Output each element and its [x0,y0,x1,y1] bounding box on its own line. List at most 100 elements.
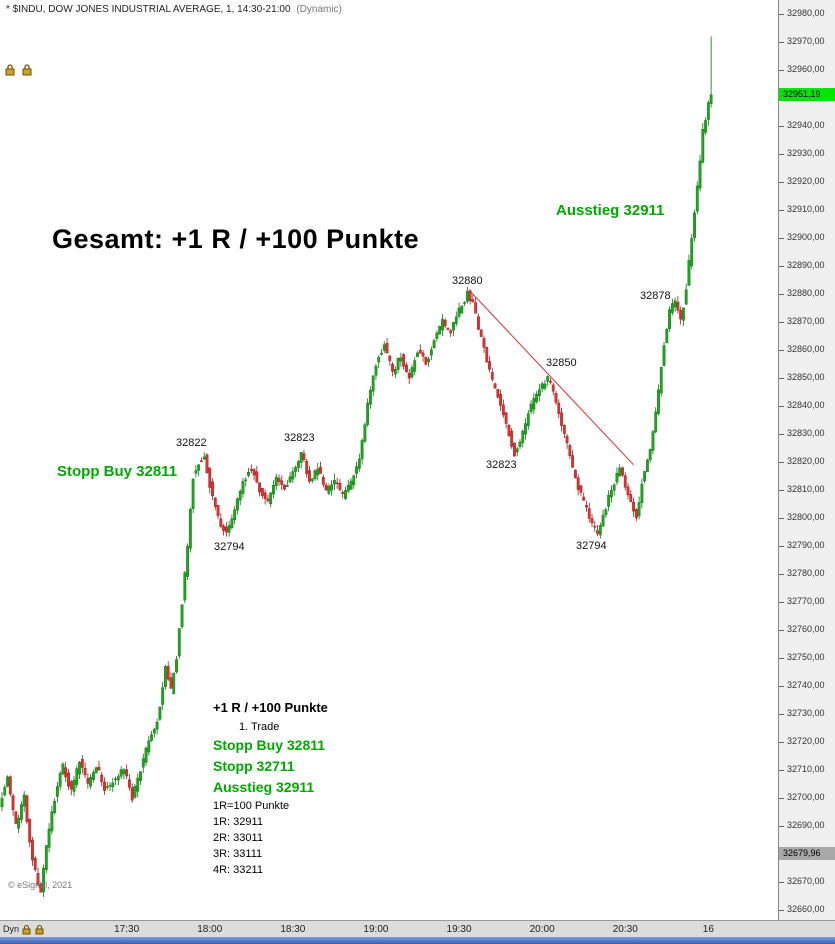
time-tick-label: 20:30 [612,924,638,935]
trade-plan-line: 3R: 33111 [213,848,263,860]
price-tick [779,461,784,463]
annotation-price-label: 32878 [640,290,671,302]
price-tick-label: 32710,00 [787,764,825,774]
price-tick [779,377,784,379]
price-tick-label: 32910,00 [787,204,825,214]
price-tick [779,321,784,323]
price-tick [779,517,784,519]
price-tick-label: 32700,00 [787,792,825,802]
trade-plan-line: 1. Trade [239,721,280,733]
price-tick-label: 32810,00 [787,484,825,494]
price-tick [779,713,784,715]
price-tick [779,909,784,911]
price-tick-label: 32930,00 [787,148,825,158]
price-tick-label: 32870,00 [787,316,825,326]
time-tick-label: 19:30 [446,924,472,935]
price-tick-label: 32800,00 [787,512,825,522]
price-tick-label: 32840,00 [787,400,825,410]
price-tick [779,405,784,407]
price-tick [779,181,784,183]
trade-plan-annotation: +1 R / +100 Punkte 1. Trade Stopp Buy 3281… [213,700,328,880]
price-tick [779,41,784,43]
time-tick-label: 20:00 [529,924,555,935]
trade-plan-line: +1 R / +100 Punkte [213,700,328,715]
trade-plan-line: Ausstieg 32911 [213,779,315,795]
price-tick [779,601,784,603]
dyn-label: Dyn [3,924,20,934]
price-tick [779,769,784,771]
annotation-price-label: 32794 [576,540,607,552]
lock-icon[interactable] [35,924,45,935]
annotation-price-label: 32880 [452,275,483,287]
price-tick-label: 32890,00 [787,260,825,270]
price-tick-label: 32920,00 [787,176,825,186]
annotation-headline: Gesamt: +1 R / +100 Punkte [52,224,420,254]
trade-plan-line: 2R: 33011 [213,832,263,844]
trade-plan-line: 1R: 32911 [213,816,263,828]
annotation-price-label: 32794 [214,541,245,553]
price-tick-label: 32690,00 [787,820,825,830]
price-tick [779,265,784,267]
annotation-price-label: 32823 [486,459,517,471]
trade-plan-line: 4R: 33211 [213,864,263,876]
annotation-green-large: Stopp Buy 32811 [57,463,178,480]
price-tick-label: 32960,00 [787,64,825,74]
price-tick-label: 32670,00 [787,876,825,886]
price-tick [779,741,784,743]
price-tick-label: 32830,00 [787,428,825,438]
price-tick [779,881,784,883]
price-tick-label: 32790,00 [787,540,825,550]
price-tick-label: 32970,00 [787,36,825,46]
chart-plot-area[interactable]: * $INDU, DOW JONES INDUSTRIAL AVERAGE, 1… [0,0,778,920]
price-tick [779,293,784,295]
annotation-price-label: 32850 [546,357,577,369]
time-tick-label: 16 [702,924,714,935]
price-tick [779,209,784,211]
trendline [469,290,634,466]
annotation-price-label: 32823 [284,432,315,444]
time-tick-label: 18:00 [197,924,223,935]
price-tick [779,69,784,71]
annotation-green-large: Ausstieg 32911 [556,202,665,219]
horizontal-scrollbar[interactable] [0,937,835,944]
candlestick-chart [0,36,713,898]
toolbar-locks [3,62,34,77]
price-tick-label: 32730,00 [787,708,825,718]
price-tick [779,685,784,687]
time-axis[interactable]: Dyn 17:30 18:00 18:30 19:00 19:30 20:00 20:30 1… [0,920,835,937]
chart-title-text: * $INDU, DOW JONES INDUSTRIAL AVERAGE, 1… [6,4,291,15]
copyright: © eSignal, 2021 [8,880,73,890]
annotation-price-label: 32822 [176,437,207,449]
time-tick-label: 17:30 [114,924,140,935]
lock-icon[interactable] [20,62,34,77]
price-tick-label: 32980,00 [787,8,825,18]
dynamic-template-control[interactable]: Dyn [3,922,45,937]
time-tick-label: 18:30 [280,924,306,935]
price-tick [779,797,784,799]
price-tick [779,237,784,239]
chart-title-suffix: (Dynamic) [296,4,342,15]
price-tick-label: 32720,00 [787,736,825,746]
price-axis[interactable]: 32980,0032970,0032960,0032950,0032940,00… [778,0,835,920]
price-tick [779,433,784,435]
price-tick [779,153,784,155]
price-tick [779,657,784,659]
price-tick-label: 32750,00 [787,652,825,662]
price-tick [779,825,784,827]
trade-plan-line: 1R=100 Punkte [213,800,290,812]
price-tick [779,573,784,575]
price-tick [779,125,784,127]
price-tick [779,13,784,15]
price-tick-label: 32780,00 [787,568,825,578]
time-tick-label: 19:00 [363,924,389,935]
price-tick [779,489,784,491]
reference-price-tag: 32679,96 [779,847,835,861]
price-tick [779,545,784,547]
lock-icon[interactable] [22,924,32,935]
lock-icon[interactable] [3,62,17,77]
price-tick-label: 32940,00 [787,120,825,130]
chart-title: * $INDU, DOW JONES INDUSTRIAL AVERAGE, 1… [6,4,342,15]
price-tick-label: 32760,00 [787,624,825,634]
price-tick [779,629,784,631]
